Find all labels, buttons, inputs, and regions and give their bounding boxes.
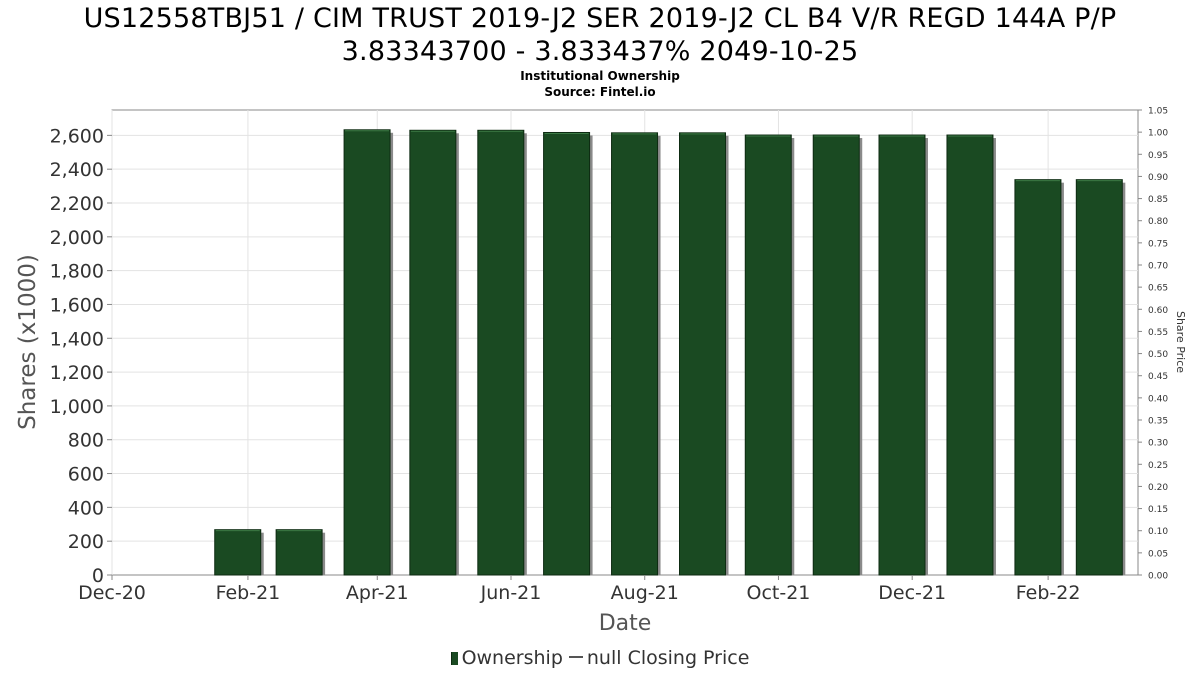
y2-tick-label: 0.50 [1148,350,1168,360]
y-tick-label: 1,200 [50,362,104,384]
ownership-bar [611,132,659,576]
y2-tick-label: 0.10 [1148,527,1168,537]
y-axis-ticks: 0 200 400 600 800 1,000 1,200 1,400 1,600 1,800 2,… [50,125,112,587]
chart-subtitle: Institutional Ownership Source: Fintel.i… [0,68,1200,100]
y2-tick-label: 0.95 [1148,151,1168,161]
chart-title: US12558TBJ51 / CIM TRUST 2019-J2 SER 201… [0,2,1200,68]
ownership-bar [679,132,726,576]
x-axis-ticks: Dec-20 Feb-21 Apr-21 Jun-21 Aug-21 Oct-21 Dec-… [78,575,1080,604]
y2-tick-label: 0.00 [1148,572,1168,582]
x-tick-label: Dec-21 [878,582,946,604]
y-tick-label: 1,800 [50,261,104,283]
ownership-bar [812,134,860,576]
ownership-bar [275,529,323,576]
price-line-icon [568,656,583,658]
y2-tick-label: 1.00 [1148,129,1168,139]
y-tick-label: 400 [68,497,104,519]
y2-tick-label: 0.15 [1148,505,1168,515]
x-tick-label: Dec-20 [78,582,146,604]
ownership-bar [409,129,457,576]
ownership-bar [543,131,591,576]
ownership-bar [744,134,792,576]
legend: Ownership null Closing Price [0,647,1200,669]
bars [214,129,1126,576]
title-line-1: US12558TBJ51 / CIM TRUST 2019-J2 SER 201… [83,3,1117,34]
legend-ownership-label: Ownership [461,647,563,669]
ownership-bar [878,134,926,576]
y-tick-label: 1,400 [50,328,104,350]
x-tick-label: Jun-21 [480,582,542,604]
y2-axis-ticks: 0.00 0.05 0.10 0.15 0.20 0.25 0.30 0.35 0.40 0.45… [1138,107,1168,582]
y2-tick-label: 0.25 [1148,461,1168,471]
y-tick-label: 0 [92,565,104,587]
y2-tick-label: 0.05 [1148,549,1168,559]
y-tick-label: 1,000 [50,396,104,418]
y2-tick-label: 0.20 [1148,483,1168,493]
ownership-bar [214,529,262,576]
y2-axis-label: Share Price [1174,311,1187,373]
y2-tick-label: 0.65 [1148,284,1168,294]
x-tick-label: Apr-21 [346,582,409,604]
y-tick-label: 2,400 [50,159,104,181]
y2-tick-label: 0.55 [1148,328,1168,338]
y-tick-label: 2,600 [50,125,104,147]
y2-tick-label: 0.70 [1148,262,1168,272]
y2-tick-label: 0.75 [1148,239,1168,249]
legend-price-label: null Closing Price [586,647,750,669]
y2-tick-label: 0.90 [1148,173,1168,183]
y-axis-label: Shares (x1000) [15,254,41,430]
y2-tick-label: 0.40 [1148,394,1168,404]
y2-tick-label: 0.80 [1148,217,1168,227]
y2-tick-label: 0.60 [1148,306,1168,316]
x-tick-label: Feb-21 [216,582,281,604]
subtitle-line-1: Institutional Ownership [520,69,680,83]
x-tick-label: Oct-21 [747,582,811,604]
y2-tick-label: 0.30 [1148,439,1168,449]
ownership-bar [1014,179,1062,576]
ownership-bar [343,129,391,576]
y2-tick-label: 0.45 [1148,372,1168,382]
x-axis-label: Date [599,611,652,636]
y-tick-label: 1,600 [50,294,104,316]
y2-tick-label: 0.85 [1148,195,1168,205]
ownership-bar [477,129,525,576]
y-tick-label: 2,000 [50,227,104,249]
y-tick-label: 600 [68,464,104,486]
ownership-swatch-icon [450,652,458,665]
x-tick-label: Aug-21 [611,582,679,604]
subtitle-line-2: Source: Fintel.io [544,85,656,99]
y-tick-label: 2,200 [50,193,104,215]
x-tick-label: Feb-22 [1016,582,1081,604]
y2-tick-label: 0.35 [1148,417,1168,427]
y2-tick-label: 1.05 [1148,107,1168,117]
y-tick-label: 800 [68,430,104,452]
ownership-bar [1075,179,1123,576]
title-line-2: 3.83343700 - 3.833437% 2049-10-25 [341,36,859,67]
ownership-bar [946,134,994,576]
y-tick-label: 200 [68,531,104,553]
